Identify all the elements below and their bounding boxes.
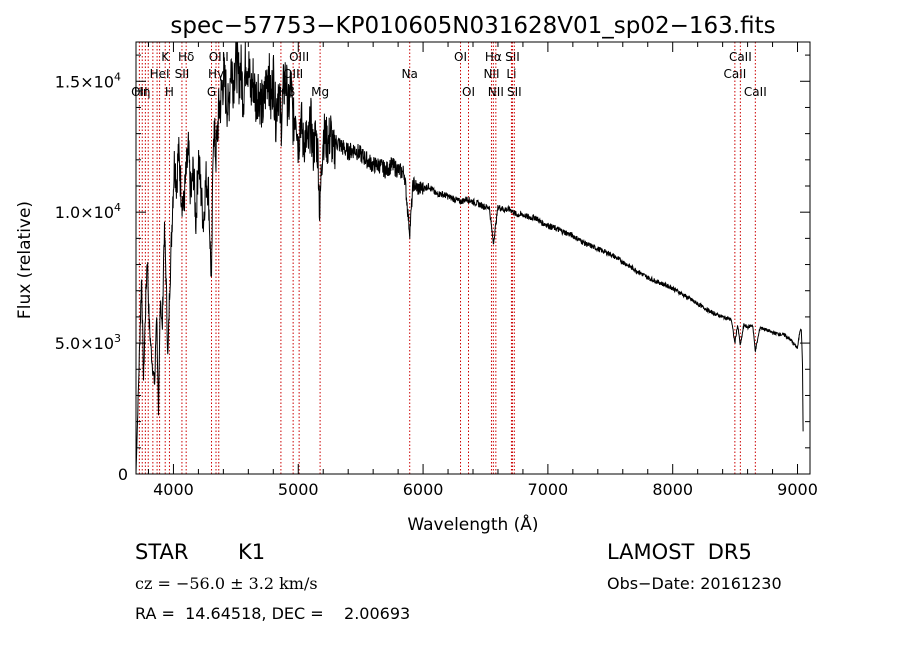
x-tick-label-2: 6000 bbox=[403, 480, 444, 499]
line-label-18: Na bbox=[402, 67, 418, 81]
line-label-1: Hη bbox=[134, 85, 151, 99]
line-label-16: OIII bbox=[289, 50, 309, 64]
line-label-8: H bbox=[165, 85, 174, 99]
line-label-11: G bbox=[207, 85, 216, 99]
spectral-line-markers: OIIHηHeIKHSIIHδGHγOIIIOIIIOIIIMgNaOIOINI… bbox=[131, 42, 767, 474]
line-label-7: K bbox=[161, 50, 170, 64]
x-tick-label-3: 7000 bbox=[528, 480, 569, 499]
line-label-13: OIII bbox=[209, 50, 229, 64]
x-tick-label-5: 9000 bbox=[777, 480, 818, 499]
line-label-20: OI bbox=[462, 85, 475, 99]
redshift-value: cz = −56.0 ± 3.2 km/s bbox=[135, 574, 318, 593]
line-label-22: Hα bbox=[485, 50, 502, 64]
survey-name: LAMOST DR5 bbox=[607, 540, 752, 564]
line-label-10: Hδ bbox=[178, 50, 194, 64]
y-tick-label-3: 1.5×104 bbox=[55, 70, 121, 91]
x-tick-label-1: 5000 bbox=[278, 480, 319, 499]
line-label-23: NII bbox=[488, 85, 504, 99]
x-axis: 4000 5000 6000 7000 8000 9000 bbox=[147, 42, 818, 499]
spectrum-series bbox=[135, 41, 804, 475]
line-label-28: CaII bbox=[729, 50, 752, 64]
line-label-29: CaII bbox=[744, 85, 767, 99]
line-label-25: SII bbox=[505, 50, 520, 64]
object-subclass: K1 bbox=[238, 540, 266, 564]
spectrum-line bbox=[135, 41, 804, 475]
line-label-21: NII bbox=[483, 67, 499, 81]
chart-title: spec−57753−KP010605N031628V01_sp02−163.f… bbox=[170, 13, 775, 39]
plot-frame bbox=[135, 41, 811, 475]
y-tick-label-0: 0 bbox=[118, 465, 128, 484]
x-tick-label-0: 4000 bbox=[153, 480, 194, 499]
line-label-0: OII bbox=[131, 85, 148, 99]
line-label-17: Mg bbox=[311, 85, 329, 99]
line-label-26: SII bbox=[507, 85, 522, 99]
y-axis-label: Flux (relative) bbox=[15, 201, 35, 319]
observation-date: Obs−Date: 20161230 bbox=[607, 574, 782, 593]
line-label-9: SII bbox=[175, 67, 190, 81]
y-axis: 0 5.0×103 1.0×104 1.5×104 bbox=[55, 54, 810, 484]
line-label-6: HeI bbox=[150, 67, 170, 81]
y-tick-label-1: 5.0×103 bbox=[55, 332, 121, 353]
line-label-24: Li bbox=[506, 67, 516, 81]
coordinates: RA = 14.64518, DEC = 2.00693 bbox=[135, 604, 411, 623]
x-tick-label-4: 8000 bbox=[652, 480, 693, 499]
object-class: STAR bbox=[135, 540, 189, 564]
x-axis-label: Wavelength (Å) bbox=[407, 513, 538, 535]
y-tick-label-2: 1.0×104 bbox=[55, 201, 121, 222]
line-label-15: OIII bbox=[283, 67, 303, 81]
line-label-27: CaII bbox=[723, 67, 746, 81]
line-label-12: Hγ bbox=[208, 67, 224, 81]
line-label-19: OI bbox=[454, 50, 467, 64]
